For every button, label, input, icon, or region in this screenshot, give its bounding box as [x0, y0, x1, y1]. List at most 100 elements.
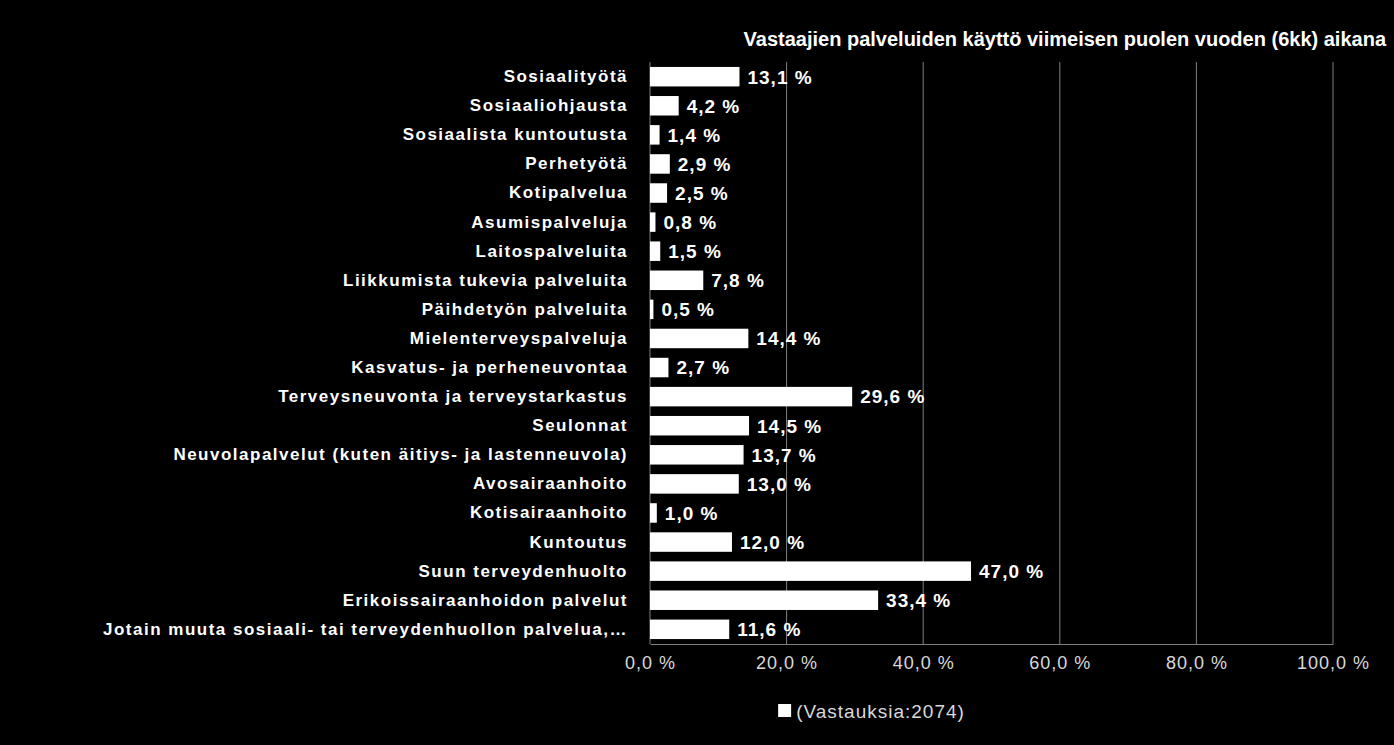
tick: Laitospalveluita: [476, 242, 650, 261]
category-label: Sosiaaliohjausta: [470, 96, 628, 115]
tick: Terveysneuvonta ja terveystarkastus: [278, 387, 650, 406]
bar: [650, 532, 732, 551]
tick: Seulonnat: [532, 416, 650, 435]
data-label: 1,4 %: [668, 125, 722, 146]
data-labels: 13,1 % 4,2 % 1,4 % 2,9 % 2,5 % 0,8 % 1,5 % 7,8 …: [661, 67, 1044, 641]
category-label: Avosairaanhoito: [473, 474, 628, 493]
tick: Päihdetyön palveluita: [422, 300, 650, 319]
grid-line: [1059, 62, 1060, 644]
tick: Kotipalvelua: [509, 183, 650, 202]
tick: Avosairaanhoito: [473, 474, 650, 493]
category-label: Laitospalveluita: [476, 242, 628, 261]
data-label: 29,6 %: [860, 386, 925, 407]
data-label: 11,6 %: [737, 619, 801, 640]
data-label: 7,8 %: [711, 270, 765, 291]
category-label: Kuntoutus: [530, 532, 628, 551]
tick-label: 0,0 %: [625, 653, 676, 673]
bar: [650, 561, 971, 580]
data-label: 2,5 %: [675, 183, 729, 204]
tick: Sosiaaliohjausta: [470, 96, 650, 115]
grid-line: [786, 62, 787, 644]
tick: Suun terveydenhuolto: [419, 562, 650, 581]
bar: [650, 96, 679, 115]
chart: 0,0 % 20,0 % 40,0 % 60,0 % 80,0 % 100,0 % Sosi…: [0, 0, 1394, 745]
legend-label: (Vastauksia:2074): [796, 701, 965, 722]
data-label: 4,2 %: [687, 96, 741, 117]
grid-line: [1333, 62, 1334, 644]
grid-line: [923, 62, 924, 644]
category-label: Asumispalveluja: [471, 213, 628, 232]
category-label: Seulonnat: [532, 416, 628, 435]
tick: Sosiaalista kuntoutusta: [403, 125, 650, 144]
bar: [650, 416, 749, 435]
data-label: 47,0 %: [979, 561, 1044, 582]
tick: Perhetyötä: [525, 154, 650, 173]
data-label: 14,4 %: [756, 328, 821, 349]
tick: 20,0 %: [756, 644, 818, 673]
tick: Kuntoutus: [530, 532, 650, 551]
y-axis: Sosiaalityötä Sosiaaliohjausta Sosiaalista…: [103, 67, 650, 639]
category-label: Terveysneuvonta ja terveystarkastus: [278, 387, 628, 406]
category-label: Sosiaalityötä: [504, 67, 628, 86]
legend: (Vastauksia:2074): [778, 701, 965, 722]
category-label: Kasvatus- ja perheneuvontaa: [351, 358, 628, 377]
tick-label: 100,0 %: [1297, 653, 1370, 673]
tick: Neuvolapalvelut (kuten äitiys- ja lasten…: [173, 445, 650, 464]
tick: Sosiaalityötä: [504, 67, 650, 86]
bar: [650, 387, 852, 406]
bar: [650, 300, 653, 319]
category-label: Jotain muuta sosiaali- tai terveydenhuol…: [103, 620, 628, 639]
bar: [650, 241, 660, 260]
bar: [650, 445, 744, 464]
bar: [650, 212, 655, 231]
tick-label: 40,0 %: [893, 653, 955, 673]
tick: Jotain muuta sosiaali- tai terveydenhuol…: [103, 620, 650, 639]
tick: Asumispalveluja: [471, 213, 650, 232]
legend-item: (Vastauksia:2074): [778, 701, 965, 722]
bar: [650, 154, 670, 173]
bar: [650, 125, 660, 144]
data-label: 12,0 %: [740, 532, 805, 553]
tick: 60,0 %: [1029, 644, 1091, 673]
grid-line: [650, 62, 651, 644]
category-label: Päihdetyön palveluita: [422, 300, 628, 319]
bars: [650, 67, 971, 639]
bar: [650, 271, 703, 290]
data-label: 13,7 %: [752, 445, 817, 466]
category-label: Suun terveydenhuolto: [419, 562, 628, 581]
tick: Erikoissairaanhoidon palvelut: [343, 591, 650, 610]
tick-label: 60,0 %: [1029, 653, 1091, 673]
background: [0, 0, 1394, 745]
data-label: 1,5 %: [668, 241, 722, 262]
data-label: 14,5 %: [757, 416, 822, 437]
category-label: Kotipalvelua: [509, 183, 628, 202]
bar: [650, 329, 748, 348]
data-label: 0,5 %: [661, 299, 715, 320]
category-label: Kotisairaanhoito: [470, 503, 628, 522]
data-label: 1,0 %: [665, 503, 719, 524]
tick: Kasvatus- ja perheneuvontaa: [351, 358, 650, 377]
grid-line: [1196, 62, 1197, 644]
legend-swatch: [778, 704, 791, 717]
tick: Liikkumista tukevia palveluita: [343, 271, 650, 290]
title: Vastaajien palveluiden käyttö viimeisen …: [744, 28, 1387, 50]
tick-label: 20,0 %: [756, 653, 818, 673]
category-label: Neuvolapalvelut (kuten äitiys- ja lasten…: [173, 445, 628, 464]
data-label: 33,4 %: [886, 590, 951, 611]
bar: [650, 474, 739, 493]
data-label: 2,7 %: [676, 357, 730, 378]
data-label: 13,0 %: [747, 474, 812, 495]
category-label: Sosiaalista kuntoutusta: [403, 125, 628, 144]
category-label: Mielenterveyspalveluja: [410, 329, 628, 348]
tick: 80,0 %: [1166, 644, 1228, 673]
tick: 100,0 %: [1297, 644, 1370, 673]
data-label: 13,1 %: [747, 67, 812, 88]
data-label: 0,8 %: [663, 212, 717, 233]
axis-line: [651, 644, 1334, 645]
grid: [650, 62, 1333, 644]
data-label: 2,9 %: [678, 154, 732, 175]
bar: [650, 590, 878, 609]
category-label: Erikoissairaanhoidon palvelut: [343, 591, 628, 610]
category-label: Perhetyötä: [525, 154, 628, 173]
tick: 40,0 %: [893, 644, 955, 673]
